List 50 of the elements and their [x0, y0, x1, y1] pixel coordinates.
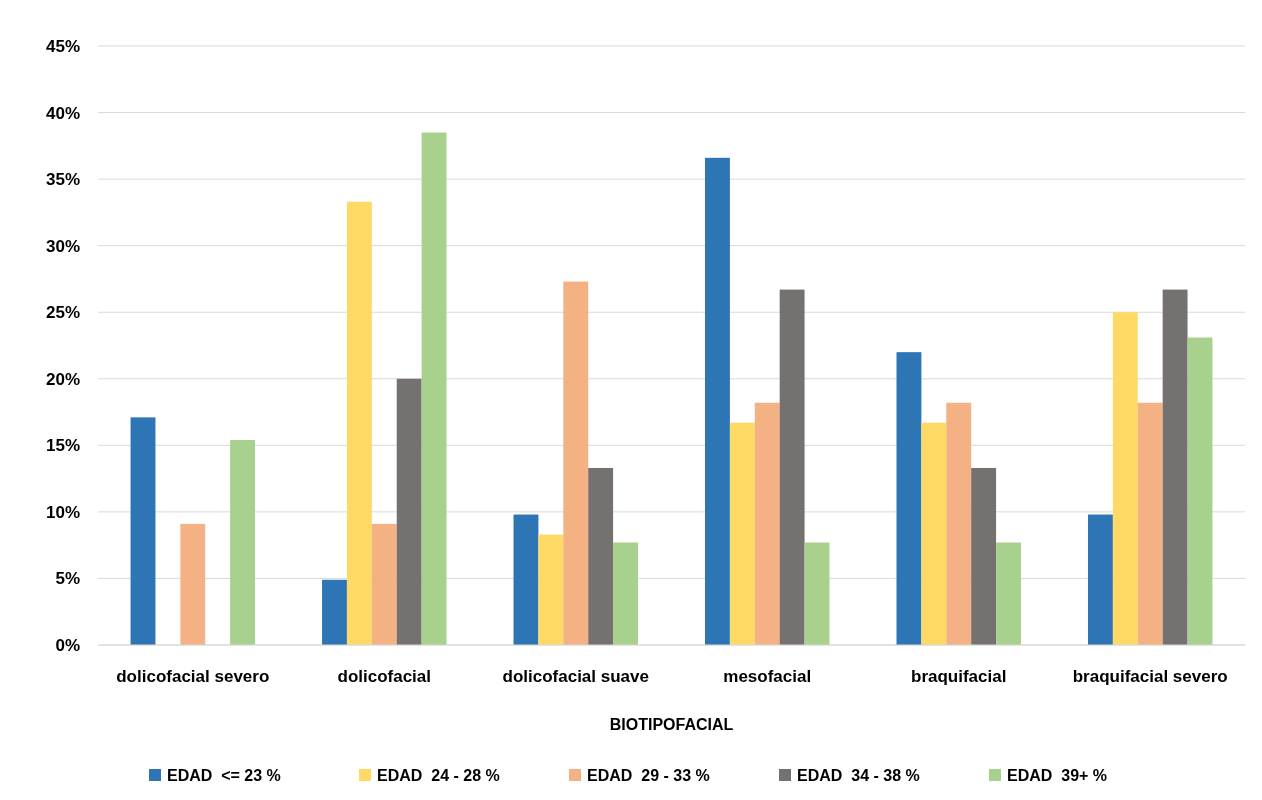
bar: [538, 534, 564, 645]
x-tick-label: braquifacial severo: [1072, 667, 1228, 686]
bar: [896, 352, 922, 645]
bar: [563, 281, 589, 645]
bar: [921, 422, 947, 645]
bar: [513, 514, 539, 645]
bar: [588, 467, 614, 645]
y-tick-label: 35%: [45, 170, 80, 190]
bar: [130, 417, 156, 645]
y-tick-label: 15%: [45, 436, 80, 456]
bar: [1112, 312, 1138, 645]
bar: [421, 132, 447, 645]
y-tick-label: 20%: [45, 369, 80, 389]
bar: [396, 378, 422, 645]
legend-label: EDAD <= 23 %: [167, 766, 281, 784]
bar: [371, 523, 397, 645]
bar: [1187, 337, 1213, 645]
y-tick-label: 45%: [45, 36, 80, 56]
legend-label: EDAD 39+ %: [1007, 766, 1108, 784]
bar: [346, 201, 372, 645]
bar: [996, 542, 1021, 645]
bar: [804, 542, 830, 645]
x-tick-label: mesofacial: [723, 667, 812, 686]
x-tick-label: dolicofacial severo: [116, 667, 270, 686]
bar: [180, 523, 206, 645]
legend-label: EDAD 34 - 38 %: [797, 766, 920, 784]
x-tick-label: dolicofacial suave: [502, 667, 649, 686]
bar: [1162, 289, 1188, 645]
bar: [322, 579, 347, 645]
y-tick-label: 10%: [45, 502, 80, 522]
bar: [729, 422, 755, 645]
y-tick-label: 40%: [45, 103, 80, 123]
bar: [779, 289, 805, 645]
legend-label: EDAD 24 - 28 %: [377, 766, 500, 784]
bar: [613, 542, 638, 645]
bar: [946, 402, 972, 645]
bar: [1087, 514, 1113, 645]
bar: [1137, 402, 1163, 645]
x-axis-title: BIOTIPOFACIAL: [609, 716, 734, 733]
x-tick-label: braquifacial: [911, 667, 1007, 686]
bar: [705, 157, 730, 645]
y-tick-label: 5%: [55, 569, 80, 589]
bar: [754, 402, 780, 645]
y-tick-label: 0%: [55, 635, 80, 655]
legend-label: EDAD 29 - 33 %: [587, 766, 710, 784]
y-tick-label: 25%: [45, 303, 80, 323]
y-tick-label: 30%: [45, 236, 80, 256]
x-tick-label: dolicofacial: [337, 667, 432, 686]
bar: [230, 440, 256, 645]
bar: [971, 467, 997, 645]
